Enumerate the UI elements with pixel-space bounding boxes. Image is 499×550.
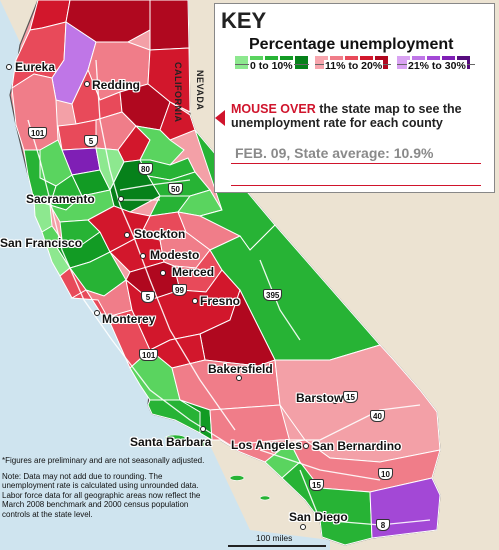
footnote-rounding: Note: Data may not add due to rounding. … (2, 471, 199, 491)
city-dot-sacramento (118, 196, 124, 202)
mouse-over-instruction: MOUSE OVER the state map to see the unem… (231, 102, 493, 130)
footnotes: *Figures are preliminary and are not sea… (2, 456, 212, 519)
city-dot-bakersfield (236, 375, 242, 381)
highway-shield-80: 80 (138, 163, 153, 175)
city-label-merced: Merced (172, 265, 215, 279)
highway-shield-101-north: 101 (28, 127, 48, 139)
county-modoc[interactable] (149, 0, 190, 51)
legend-band-label-3: 21% to 30% (407, 60, 467, 72)
city-label-modesto: Modesto (150, 248, 200, 262)
highway-shield-8: 8 (376, 519, 390, 531)
city-dot-los-angeles (244, 444, 250, 450)
highway-shield-10: 10 (378, 468, 393, 480)
city-dot-san-francisco (74, 242, 80, 248)
highway-shield-101-south: 101 (139, 349, 159, 361)
instruction-emphasis: MOUSE OVER (231, 102, 316, 116)
city-dot-barstow (332, 398, 338, 404)
highway-shield-40: 40 (370, 410, 385, 422)
channel-islands (164, 434, 271, 501)
state-label-california: CALIFORNIA (173, 62, 183, 123)
legend-title: KEY (221, 8, 267, 33)
legend-swatch (397, 56, 410, 69)
county-sierra[interactable] (159, 101, 196, 141)
city-label-los-angeles: Los Angeles (231, 438, 302, 452)
highway-shield-395: 395 (263, 289, 283, 301)
city-label-san-francisco: San Francisco (0, 236, 83, 250)
legend-subtitle: Percentage unemployment (249, 36, 454, 53)
city-label-san-bernardino: San Bernardino (312, 439, 402, 453)
city-label-barstow: Barstow (296, 391, 344, 405)
city-label-eureka: Eureka (15, 60, 56, 74)
city-dot-san-bernardino (303, 443, 309, 449)
city-label-sacramento: Sacramento (26, 192, 95, 206)
state-label-nevada: NEVADA (195, 70, 205, 111)
county-lassen[interactable] (147, 47, 191, 113)
legend-swatch (295, 56, 308, 69)
city-dot-eureka (6, 64, 12, 70)
city-dot-modesto (140, 253, 146, 259)
state-average-rule-top (231, 163, 481, 164)
scale-label: 100 miles (256, 533, 293, 543)
county-san-bernardino[interactable] (274, 344, 441, 463)
city-label-redding: Redding (92, 78, 140, 92)
city-label-stockton: Stockton (134, 227, 186, 241)
legend-band-label-1: 0 to 10% (249, 60, 294, 72)
city-dot-san-diego (300, 524, 306, 530)
city-dot-monterey (94, 310, 100, 316)
highway-shield-5-central: 5 (141, 291, 155, 303)
footnote-preliminary: *Figures are preliminary and are not sea… (2, 456, 205, 465)
highway-shield-50: 50 (168, 183, 183, 195)
city-dot-fresno (192, 298, 198, 304)
city-dot-redding (84, 81, 90, 87)
county-los-angeles[interactable] (209, 404, 291, 463)
highway-shield-15-barstow: 15 (343, 391, 358, 403)
pointer-arrow-icon (215, 110, 225, 126)
footnote-benchmark: Labor force data for all geographic area… (2, 490, 201, 519)
city-label-san-diego: San Diego (289, 510, 348, 524)
highway-shield-5-north: 5 (84, 135, 98, 147)
city-label-fresno: Fresno (200, 294, 241, 308)
instruction-text: the state map to see the unemployment ra… (231, 102, 462, 130)
city-dot-stockton (124, 232, 130, 238)
legend-swatch (235, 56, 248, 69)
city-label-bakersfield: Bakersfield (208, 362, 273, 376)
city-label-santa-barbara: Santa Barbara (130, 435, 212, 449)
state-average-readout: FEB. 09, State average: 10.9% (235, 145, 434, 161)
city-dot-merced (160, 270, 166, 276)
legend-panel: KEY Percentage unemployment 0 to 10% 11%… (214, 3, 495, 193)
scale-bar (228, 545, 326, 547)
legend-band-label-2: 11% to 20% (324, 60, 384, 72)
state-average-rule-bottom (231, 185, 481, 186)
highway-shield-99: 99 (172, 284, 187, 296)
highway-shield-15-south: 15 (309, 479, 324, 491)
city-dot-santa-barbara (200, 426, 206, 432)
city-label-monterey: Monterey (102, 312, 156, 326)
